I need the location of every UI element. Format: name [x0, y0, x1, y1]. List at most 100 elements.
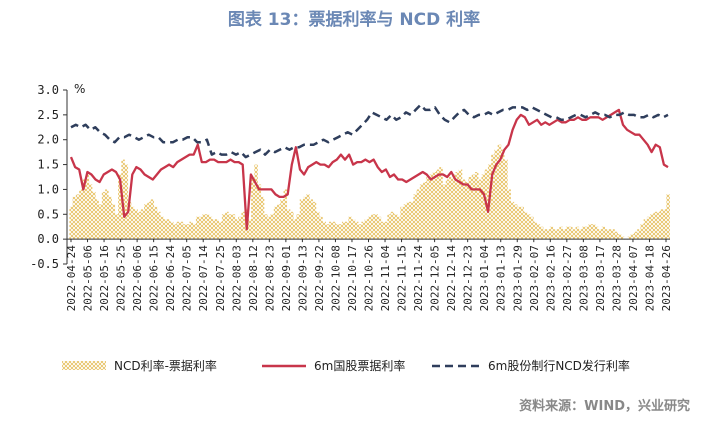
hatched-bar [630, 234, 635, 240]
x-tick-label: 2022-08-12 [247, 245, 260, 311]
y-tick-label: 1.5 [37, 158, 59, 172]
hatched-bar [507, 189, 511, 240]
hatched-bar [137, 211, 142, 240]
x-tick-label: 2022-08-23 [263, 245, 276, 311]
x-tick-label: 2022-10-08 [329, 245, 342, 311]
hatched-bar [552, 229, 557, 240]
hatched-bar [88, 184, 93, 240]
hatched-bar [494, 149, 498, 240]
hatched-bar [510, 201, 515, 240]
hatched-bar [458, 169, 463, 240]
hatched-bar [299, 199, 304, 240]
hatched-bar [98, 204, 103, 240]
hatched-bar [92, 191, 96, 240]
hatched-bar [468, 177, 472, 240]
hatched-bar [471, 174, 476, 240]
hatched-bar [439, 167, 443, 240]
hatched-bar [205, 214, 210, 240]
hatched-bar [302, 196, 307, 240]
hatched-bar [328, 221, 333, 240]
hatched-bar [348, 216, 352, 240]
y-tick-labels: 3.0 2.5 2.0 1.5 1.0 0.5 0.0 -0.5 [30, 83, 59, 271]
hatched-bar [176, 221, 180, 240]
hatched-bar [251, 179, 255, 240]
hatched-bar [617, 234, 622, 240]
hatched-bar [108, 196, 112, 240]
hatched-bar [361, 221, 365, 240]
hatched-bar [656, 211, 661, 240]
hatched-bar [156, 211, 161, 240]
hatched-bar [218, 221, 223, 240]
hatched-bar [273, 206, 278, 240]
source-note: 资料来源：WIND，兴业研究 [519, 398, 690, 414]
hatched-bar [627, 236, 631, 240]
hatched-bar [208, 216, 213, 240]
hatched-bar [144, 204, 148, 240]
x-tick-label: 2022-06-24 [164, 245, 177, 312]
x-tick-label: 2023-02-27 [561, 245, 574, 311]
hatched-bar [192, 224, 197, 240]
x-tick-label: 2022-12-23 [462, 245, 475, 311]
hatched-bar [354, 221, 359, 240]
x-tick-label: 2022-09-22 [313, 245, 326, 311]
hatched-bar [474, 172, 479, 240]
hatched-bar [160, 216, 164, 240]
hatched-bar [264, 214, 268, 240]
hatched-bar [601, 226, 606, 240]
hatched-bar [72, 196, 77, 240]
hatched-bar [124, 164, 129, 240]
hatched-bar [215, 219, 219, 240]
hatched-bar [247, 219, 252, 240]
hatched-bar [374, 214, 378, 240]
hatched-bar [562, 229, 567, 240]
x-tick-label: 2022-07-25 [214, 245, 227, 311]
hatched-bar [277, 204, 281, 240]
hatched-bar [387, 214, 391, 240]
hatched-bar [633, 231, 638, 240]
chart-title: 图表 13：票据利率与 NCD 利率 [228, 9, 480, 30]
x-tick-label: 2023-03-17 [594, 245, 607, 311]
hatched-bar [432, 172, 437, 240]
legend-label: 6m国股票据利率 [314, 358, 405, 373]
hatched-bar [452, 174, 456, 240]
hatched-bar [69, 206, 73, 240]
x-tick-label: 2022-10-26 [363, 245, 376, 311]
hatched-bar [591, 224, 596, 240]
x-tick-label: 2022-07-05 [181, 245, 194, 311]
hatched-bar [186, 224, 190, 240]
hatched-bar [118, 174, 122, 240]
hatched-bar [572, 229, 576, 240]
hatched-bar [384, 221, 388, 240]
x-tick-label: 2022-09-13 [296, 245, 309, 311]
x-tick-label: 2022-08-03 [230, 245, 243, 311]
x-tick-label: 2023-04-26 [660, 245, 673, 311]
hatched-bar [481, 174, 485, 240]
hatched-bar [377, 216, 382, 240]
hatched-bar [549, 226, 554, 240]
hatched-bar [234, 219, 239, 240]
legend-swatch-hatched [62, 361, 106, 370]
legend: NCD利率-票据利率 6m国股票据利率 6m股份制行NCD发行利率 [62, 358, 630, 373]
hatched-bar [79, 189, 83, 240]
hatched-bar [267, 216, 271, 240]
hatched-bar [523, 211, 528, 240]
x-tick-label: 2022-07-14 [197, 245, 210, 312]
hatched-bar [559, 226, 563, 240]
y-tick-label: 2.0 [37, 133, 59, 147]
hatched-bar [504, 159, 508, 240]
hatched-bar [147, 201, 151, 240]
x-tick-label: 2022-11-15 [396, 245, 409, 311]
hatched-bar [543, 229, 547, 240]
y-tick-label: 0.5 [37, 207, 59, 221]
hatched-bar [322, 221, 326, 240]
hatched-bar [666, 194, 670, 240]
hatched-bar [406, 201, 411, 240]
legend-item: 6m国股票据利率 [262, 358, 405, 373]
x-tick-label: 2022-09-01 [280, 245, 293, 311]
x-tick-label: 2023-01-29 [511, 245, 524, 311]
hatched-bar [131, 206, 135, 240]
hatched-bar [345, 221, 349, 240]
x-tick-label: 2023-01-13 [495, 245, 508, 311]
hatched-bar [426, 177, 430, 240]
x-tick-label: 2023-02-16 [544, 245, 557, 311]
